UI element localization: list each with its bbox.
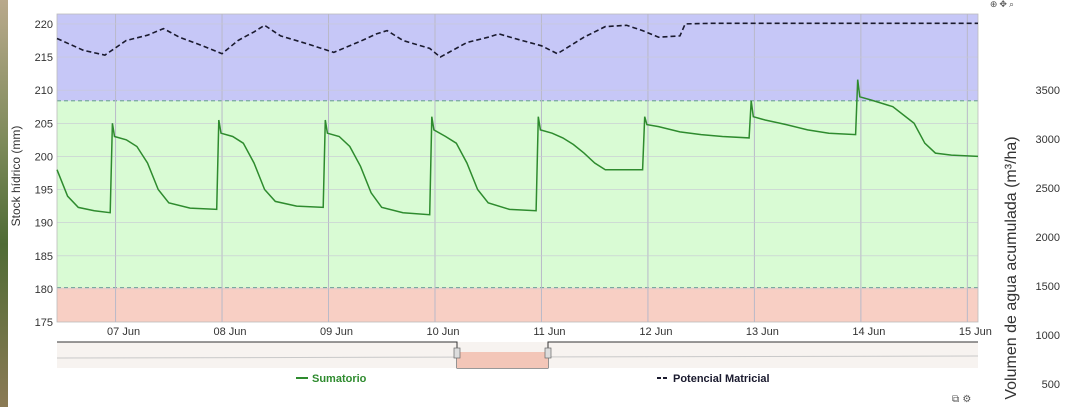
y-left-tick-label: 195: [35, 185, 53, 197]
x-tick-label: 11 Jun: [533, 326, 565, 338]
zoom-in-icon[interactable]: ⊕: [989, 0, 1000, 10]
y-left-tick-label: 180: [35, 284, 53, 296]
x-tick-label: 10 Jun: [426, 326, 459, 338]
series-line-potencial-matricial: [56, 22, 978, 59]
y-left-tick-label: 175: [35, 317, 53, 329]
grid-layer: [56, 13, 979, 323]
x-tick-label: 08 Jun: [214, 326, 247, 338]
background-photo-strip: [0, 0, 8, 407]
footer-icons[interactable]: ⧉ ⚙: [952, 394, 972, 405]
band-0: [57, 287, 978, 322]
y-right-tick-label: 2000: [1036, 232, 1060, 244]
series-layer: [56, 22, 979, 216]
y-right-tick-label: 1500: [1036, 281, 1060, 293]
band-1: [57, 100, 978, 288]
x-tick-label: 15 Jun: [959, 326, 992, 338]
navigator-handle-right[interactable]: [544, 347, 552, 359]
y-left-tick-label: 185: [35, 251, 53, 263]
y-left-tick-label: 200: [35, 151, 53, 163]
y-right-tick-label: 3000: [1036, 134, 1060, 146]
navigator-handle-left[interactable]: [453, 347, 461, 359]
x-ticks: 07 Jun 08 Jun 09 Jun 10 Jun 11 Jun 12 Jun 13 J…: [107, 326, 992, 338]
legend-label-sumatorio: Sumatorio: [312, 373, 367, 385]
y-right-ticks: 500 1000 1500 2000 2500 3000 3500: [1036, 85, 1060, 391]
x-tick-label: 13 Jun: [746, 326, 779, 338]
y-right-tick-label: 500: [1042, 379, 1060, 391]
band-2: [57, 14, 978, 101]
x-tick-label: 14 Jun: [852, 326, 885, 338]
navigator-selection: [457, 352, 548, 368]
y-right-tick-label: 1000: [1036, 330, 1060, 342]
y-left-axis-label: Stock hídrico (mm): [9, 126, 23, 227]
reset-icon[interactable]: ⌕: [1008, 0, 1016, 10]
y-left-ticks: 175 180 185 190 195 200 205 210 215 220: [35, 19, 53, 329]
x-tick-label: 07 Jun: [107, 326, 140, 338]
chart-toolbar[interactable]: ⊕✥⌕: [990, 0, 1016, 10]
plot-frame: [56, 13, 979, 323]
navigator: [56, 341, 979, 369]
y-left-tick-label: 190: [35, 218, 53, 230]
x-tick-label: 12 Jun: [639, 326, 672, 338]
y-right-tick-label: 3500: [1036, 85, 1060, 97]
series-line-sumatorio: [56, 79, 979, 216]
legend-label-potencial-matricial: Potencial Matricial: [673, 373, 770, 385]
y-right-axis-label: Volumen de agua acumulada (m³/ha): [1003, 136, 1020, 399]
y-left-tick-label: 220: [35, 19, 53, 31]
legend[interactable]: Sumatorio Potencial Matricial: [296, 373, 770, 385]
y-left-tick-label: 205: [35, 118, 53, 130]
pan-icon[interactable]: ✥: [999, 0, 1009, 10]
band-layer: [57, 14, 978, 322]
y-left-tick-label: 215: [35, 52, 53, 64]
x-tick-label: 09 Jun: [320, 326, 353, 338]
y-left-tick-label: 210: [35, 85, 53, 97]
y-right-tick-label: 2500: [1036, 183, 1060, 195]
